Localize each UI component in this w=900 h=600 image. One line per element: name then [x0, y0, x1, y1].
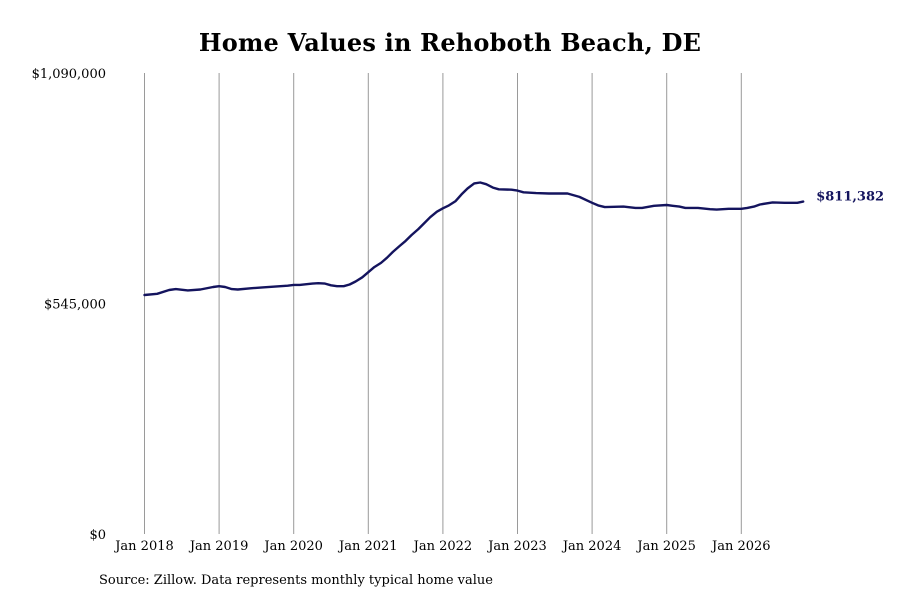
latest-value-label: $811,382 [816, 190, 884, 205]
source-note: Source: Zillow. Data represents monthly … [99, 573, 493, 588]
vertical-gridlines [144, 73, 742, 534]
x-tick-label: Jan 2022 [412, 539, 473, 554]
x-tick-label: Jan 2023 [486, 539, 547, 554]
y-tick-label: $545,000 [44, 298, 106, 313]
x-tick-label: Jan 2021 [337, 539, 398, 554]
y-tick-label: $0 [89, 528, 106, 543]
x-tick-label: Jan 2024 [561, 539, 622, 554]
y-tick-label: $1,090,000 [32, 67, 106, 82]
x-tick-label: Jan 2019 [188, 539, 249, 554]
x-axis-ticks: Jan 2018 Jan 2019 Jan 2020 Jan 2021 Jan 2022… [113, 539, 770, 554]
chart-title: Home Values in Rehoboth Beach, DE [198, 28, 702, 57]
x-tick-label: Jan 2026 [710, 539, 771, 554]
x-tick-label: Jan 2020 [262, 539, 323, 554]
home-value-line [143, 181, 805, 297]
x-tick-label: Jan 2025 [635, 539, 696, 554]
y-axis-ticks: $0 $545,000 $1,090,000 [32, 67, 106, 543]
x-tick-label: Jan 2018 [113, 539, 174, 554]
